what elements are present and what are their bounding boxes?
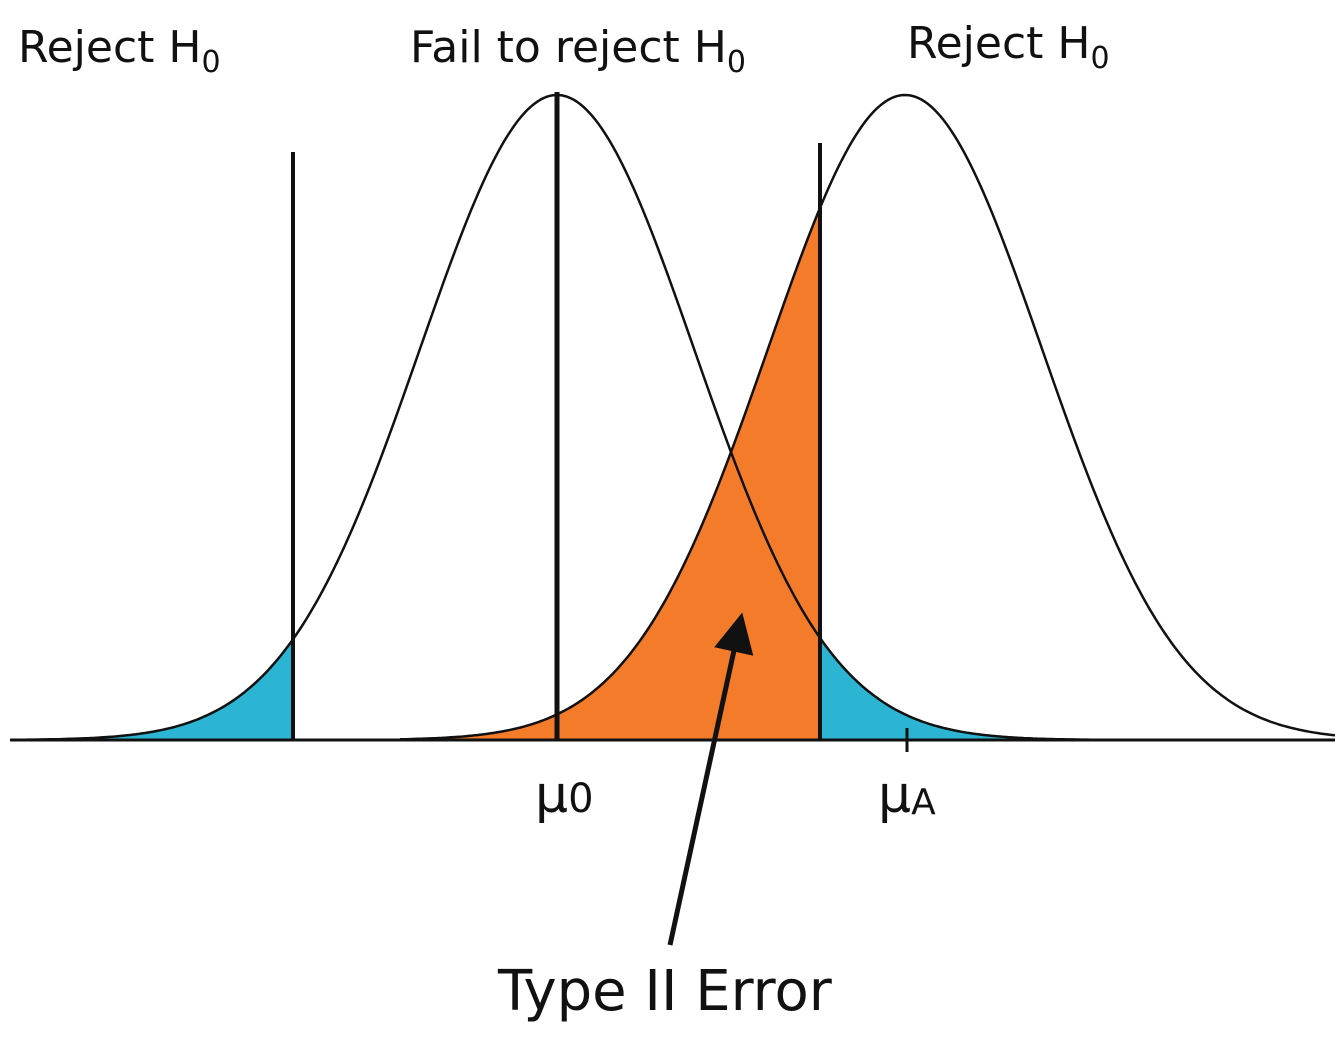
rejection-area-left	[60, 639, 293, 740]
null-distribution	[10, 93, 1160, 742]
alternative-distribution	[399, 93, 1335, 741]
region-label: Fail to reject H0	[410, 22, 746, 80]
arrow	[667, 612, 754, 946]
type-ii-area	[420, 207, 820, 740]
region-label: Reject H0	[907, 18, 1110, 76]
mean-label: μA	[878, 765, 936, 825]
rejection-area-right	[820, 637, 1010, 740]
error-label: Type II Error	[497, 959, 833, 1024]
mean-label: μ0	[535, 765, 594, 825]
region-label: Reject H0	[18, 22, 221, 80]
